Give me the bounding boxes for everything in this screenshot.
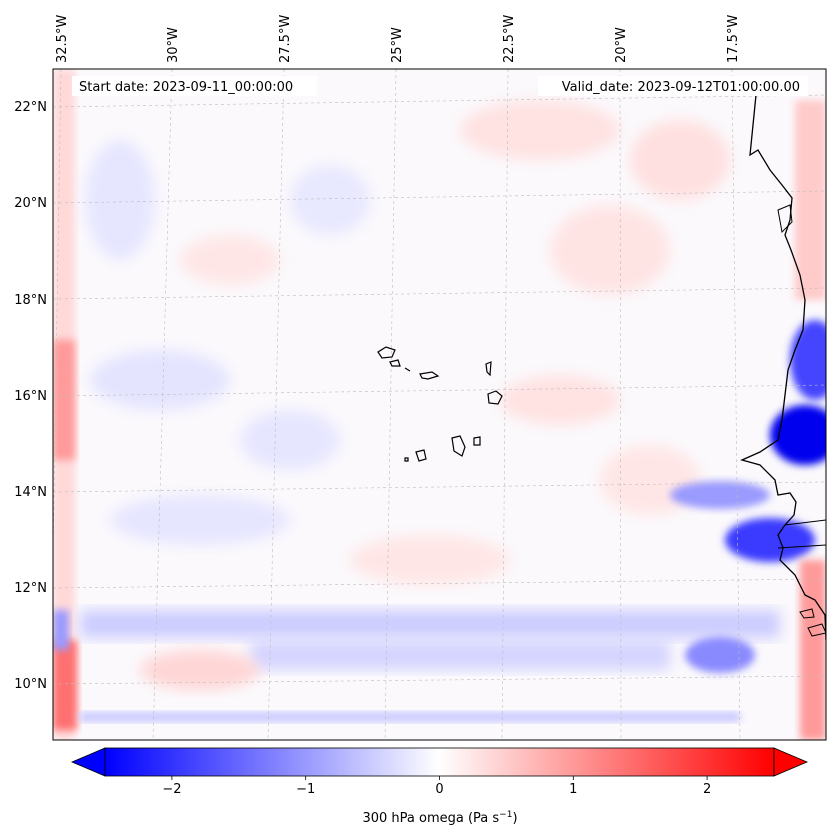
- gambia-river: [784, 519, 826, 526]
- field-patch: [550, 205, 670, 295]
- field-right-edge-positive: [795, 100, 826, 300]
- field-patch: [90, 350, 230, 410]
- field-patch: [180, 235, 280, 285]
- island: [404, 457, 409, 462]
- field-right-edge-positive: [800, 560, 826, 740]
- field-left-edge-negative: [53, 610, 69, 650]
- colorbar-bar: [104, 747, 775, 777]
- colorbar-label: 300 hPa omega (Pa s−1): [362, 810, 517, 826]
- field-coast-negative: [685, 637, 755, 673]
- island: [389, 359, 401, 367]
- colorbar-ticks: −2 −1 0 1 2: [162, 776, 711, 797]
- coastal-features: [777, 204, 826, 637]
- bijagos-island: [807, 623, 826, 637]
- island: [485, 361, 492, 377]
- senegal-border: [777, 544, 826, 549]
- latitude-labels: 22°N 20°N 18°N 16°N 14°N 12°N 10°N: [14, 100, 47, 692]
- field-patch: [85, 140, 155, 260]
- gridline-25w: [384, 69, 397, 740]
- cape-verde-islands: [377, 346, 503, 462]
- field-coast-strong-negative: [725, 518, 815, 562]
- colorbar-tick-label: 2: [703, 782, 711, 797]
- gridline-22-5w: [501, 69, 509, 740]
- coast-inlet: [777, 204, 793, 234]
- colorbar-tick-label: 1: [569, 782, 577, 797]
- start-date-label: Start date: 2023-09-11_00:00:00: [79, 80, 293, 95]
- colorbar-label-close: ): [512, 811, 517, 826]
- gridline-16n: [53, 384, 826, 397]
- field-patch: [460, 100, 620, 160]
- bijagos-island: [799, 608, 815, 619]
- map-frame: [52, 68, 827, 741]
- field-patch: [500, 375, 620, 425]
- field-left-edge-strong-positive: [53, 640, 77, 730]
- gridline-10n: [53, 675, 826, 685]
- lon-label-20w: 20°W: [614, 27, 629, 63]
- field-patch: [350, 535, 510, 585]
- field-patch: [240, 410, 340, 470]
- field-patch: [290, 165, 370, 235]
- lat-label-14n: 14°N: [14, 485, 47, 500]
- gridline-30w: [152, 69, 173, 740]
- field-bottom-negative-line: [80, 712, 740, 722]
- colorbar-label-text: 300 hPa omega (Pa s: [362, 811, 499, 826]
- lon-label-17-5w: 17.5°W: [726, 15, 741, 63]
- field-patch: [630, 120, 730, 200]
- field-left-edge-positive: [53, 340, 75, 460]
- field-coast-strong-negative: [770, 405, 826, 465]
- island: [404, 367, 411, 372]
- lon-label-25w: 25°W: [390, 27, 405, 63]
- island: [415, 449, 427, 462]
- lon-label-30w: 30°W: [166, 27, 181, 63]
- colorbar-tick-label: 0: [435, 782, 443, 797]
- gridline-18n: [53, 287, 826, 300]
- gridline-27-5w: [267, 69, 285, 740]
- gridline-12n: [53, 578, 826, 589]
- lat-label-16n: 16°N: [14, 389, 47, 404]
- field-south-negative-band: [80, 610, 780, 638]
- longitude-labels: 32.5°W 30°W 27.5°W 25°W 22.5°W 20°W 17.5…: [55, 15, 741, 63]
- gridline-14n: [53, 481, 826, 493]
- lat-label-20n: 20°N: [14, 196, 47, 211]
- colorbar-tick-label: −2: [162, 782, 181, 797]
- lon-label-27-5w: 27.5°W: [278, 15, 293, 63]
- island: [473, 436, 481, 446]
- colorbar-label-superscript: −1: [499, 810, 512, 820]
- island: [451, 435, 466, 457]
- valid-date-label: Valid_date: 2023-09-12T01:00:00.00: [562, 80, 800, 95]
- africa-coastline: [740, 94, 826, 641]
- gridline-20n: [53, 190, 826, 204]
- field-coast-negative: [670, 481, 770, 509]
- lat-label-18n: 18°N: [14, 293, 47, 308]
- lat-label-10n: 10°N: [14, 677, 47, 692]
- valid-date-box: [538, 76, 808, 96]
- lat-label-22n: 22°N: [14, 100, 47, 115]
- gridline-22n: [53, 94, 826, 108]
- lat-label-12n: 12°N: [14, 581, 47, 596]
- start-date-box: [72, 76, 317, 96]
- field-patch: [110, 495, 290, 545]
- colorbar-tick-label: −1: [296, 782, 315, 797]
- colorbar-extend-min: [70, 747, 106, 777]
- gridline-20w: [619, 69, 622, 740]
- island: [487, 390, 503, 405]
- island: [419, 371, 440, 380]
- gridline-17-5w: [731, 69, 741, 740]
- colorbar: −2 −1 0 1 2 300 hPa omega (Pa s−1): [70, 747, 809, 826]
- lon-label-22-5w: 22.5°W: [502, 15, 517, 63]
- field-patch: [140, 650, 260, 690]
- lon-label-32-5w: 32.5°W: [55, 15, 70, 63]
- omega-field: [53, 69, 826, 740]
- map-panel: Start date: 2023-09-11_00:00:00 Valid_da…: [52, 68, 827, 741]
- field-south-negative-band-2: [250, 640, 670, 670]
- map-gridlines: [53, 69, 826, 740]
- island: [377, 346, 396, 359]
- colorbar-extend-max: [773, 747, 809, 777]
